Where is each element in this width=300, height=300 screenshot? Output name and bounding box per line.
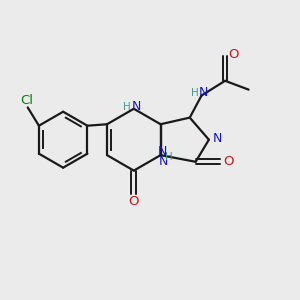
Text: O: O bbox=[223, 155, 233, 168]
Text: H: H bbox=[123, 102, 130, 112]
Text: N: N bbox=[212, 132, 222, 145]
Text: O: O bbox=[129, 195, 139, 208]
Text: N: N bbox=[199, 86, 208, 99]
Text: N: N bbox=[159, 155, 168, 168]
Text: H: H bbox=[190, 88, 198, 98]
Text: O: O bbox=[228, 48, 238, 61]
Text: N: N bbox=[158, 145, 168, 158]
Text: N: N bbox=[131, 100, 141, 113]
Text: Cl: Cl bbox=[20, 94, 33, 107]
Text: H: H bbox=[165, 152, 173, 162]
